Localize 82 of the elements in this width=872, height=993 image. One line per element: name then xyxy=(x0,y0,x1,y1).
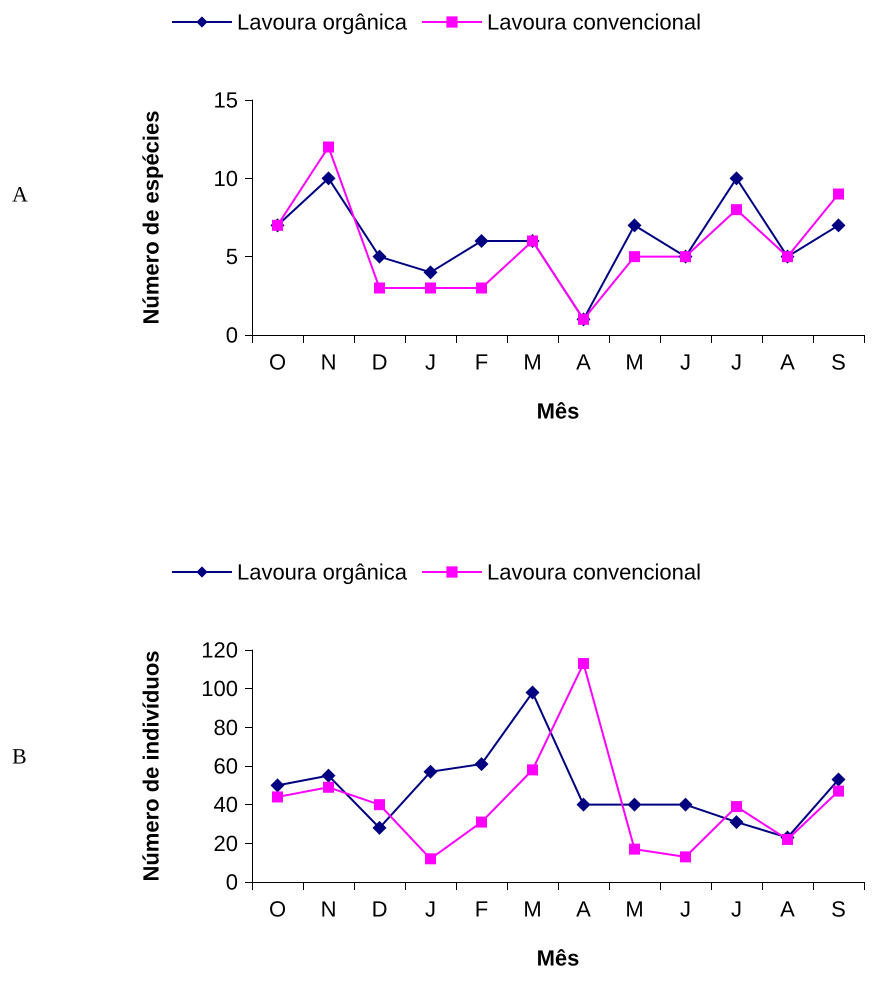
x-tick-label: J xyxy=(680,350,691,374)
x-tick-label: M xyxy=(625,350,644,374)
point xyxy=(833,188,844,200)
legend-label: Lavoura convencional xyxy=(486,560,702,584)
x-tick-label: A xyxy=(576,350,592,374)
y-tick-label: 10 xyxy=(214,166,238,191)
text: B xyxy=(12,744,27,768)
x-tick-label: F xyxy=(474,350,488,374)
point xyxy=(474,234,488,248)
legend-label: Lavoura orgânica xyxy=(236,10,408,34)
point xyxy=(270,778,284,792)
x-axis-title: Mês xyxy=(536,398,580,424)
x-tick-label: A xyxy=(780,896,796,922)
x-tick-label: J xyxy=(731,350,742,374)
x-axis-title: Mês xyxy=(536,946,580,970)
point xyxy=(832,218,846,232)
y-axis-title: Número de indivíduos xyxy=(138,650,164,882)
point xyxy=(628,218,642,232)
x-tick-label: S xyxy=(831,896,846,922)
point xyxy=(424,265,438,280)
y-tick-label: 100 xyxy=(201,676,238,702)
x-tick-label: J xyxy=(425,350,436,374)
point xyxy=(323,782,334,793)
point xyxy=(372,250,386,264)
point xyxy=(629,251,640,262)
point xyxy=(526,686,540,700)
x-tick-label: N xyxy=(320,896,336,922)
point xyxy=(628,798,642,812)
x-tick-label: M xyxy=(523,896,542,922)
x-tick-label: M xyxy=(523,350,542,374)
point xyxy=(731,204,742,216)
y-tick-label: 15 xyxy=(214,88,238,112)
y-tick-label: 40 xyxy=(214,792,238,818)
legend-label: Lavoura orgânica xyxy=(236,560,408,584)
y-tick-label: 5 xyxy=(226,244,238,270)
point xyxy=(374,799,385,810)
x-tick-label: F xyxy=(474,896,488,922)
point xyxy=(678,798,692,812)
point xyxy=(731,801,742,812)
x-tick-label: O xyxy=(268,896,286,922)
x-tick-label: J xyxy=(425,896,436,922)
x-tick-label: A xyxy=(576,896,592,922)
point xyxy=(374,282,385,294)
x-tick-label: J xyxy=(731,896,742,922)
point xyxy=(476,282,487,294)
point xyxy=(372,820,386,835)
y-tick-label: 0 xyxy=(226,322,238,348)
point xyxy=(833,786,844,797)
x-tick-label: D xyxy=(372,350,388,374)
point xyxy=(730,171,744,186)
y-tick-label: 20 xyxy=(214,830,238,856)
y-tick-label: 0 xyxy=(226,870,238,894)
y-tick-label: 60 xyxy=(214,754,238,778)
text: A xyxy=(12,182,28,206)
point xyxy=(629,844,640,855)
point xyxy=(425,853,436,864)
point xyxy=(425,282,436,294)
point xyxy=(730,815,744,830)
legend-label: Lavoura convencional xyxy=(486,10,702,34)
x-tick-label: S xyxy=(831,350,846,374)
y-tick-label: 80 xyxy=(214,714,238,740)
point xyxy=(272,791,283,802)
x-tick-label: M xyxy=(625,896,644,922)
point xyxy=(322,171,336,186)
point xyxy=(527,764,538,776)
x-tick-label: J xyxy=(680,896,691,922)
y-tick-label: 120 xyxy=(201,638,238,662)
x-tick-label: A xyxy=(780,350,796,374)
x-tick-label: N xyxy=(320,350,336,374)
x-tick-label: D xyxy=(372,896,388,922)
point xyxy=(474,757,488,772)
point xyxy=(578,658,589,670)
point xyxy=(576,798,590,812)
point xyxy=(782,834,793,845)
x-tick-label: O xyxy=(268,350,286,374)
point xyxy=(476,816,487,828)
point xyxy=(424,764,438,779)
point xyxy=(322,768,336,783)
point xyxy=(680,851,691,862)
point xyxy=(323,142,334,152)
y-axis-title: Número de espécies xyxy=(138,110,164,324)
point xyxy=(832,772,846,787)
